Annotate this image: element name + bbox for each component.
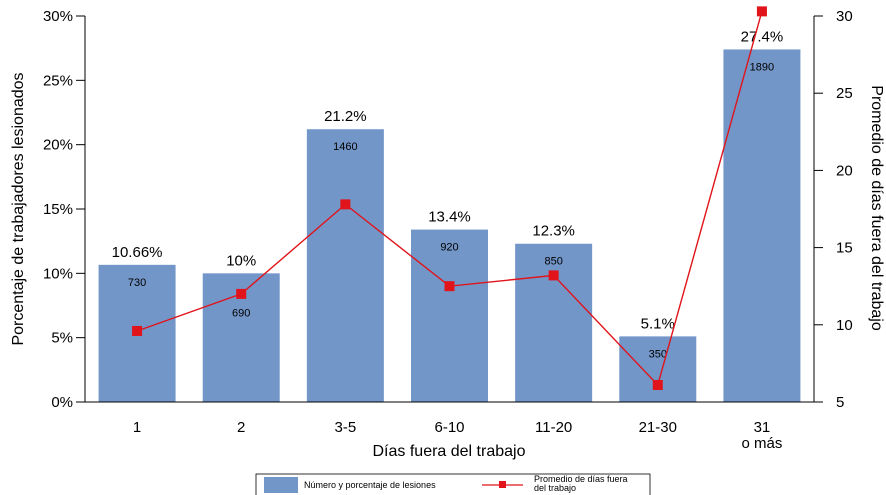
left-tick-label: 30% — [43, 8, 73, 25]
right-y-axis-title: Promedio de días fuera del trabajo — [868, 85, 885, 331]
bar-percent-label: 13.4% — [428, 209, 471, 226]
average-days-point-1 — [132, 325, 143, 336]
legend: Número y porcentaje de lesiones Promedio… — [255, 473, 651, 495]
legend-line-label-line1: Promedio de días fuera — [534, 474, 628, 484]
bar-count-label: 690 — [232, 307, 250, 319]
legend-box — [255, 473, 651, 495]
legend-bar-swatch — [264, 477, 298, 493]
right-tick-label: 25 — [836, 85, 853, 102]
left-y-axis-title: Porcentaje de trabajadores lesionados — [10, 72, 27, 345]
bar-percent-label: 10% — [226, 252, 256, 269]
legend-line-label-line2: del trabajo — [534, 483, 576, 493]
x-tick-label: 31 — [754, 419, 771, 436]
right-tick-label: 15 — [836, 240, 853, 257]
right-tick-label: 30 — [836, 8, 853, 25]
line-series-group — [132, 6, 767, 391]
bar-percent-label: 10.66% — [112, 244, 163, 261]
average-days-point-3-5 — [340, 199, 351, 210]
right-tick-label: 5 — [836, 394, 844, 411]
bar-3-5 — [306, 129, 384, 402]
x-tick-label: 1 — [133, 419, 141, 436]
bar-11-20 — [515, 243, 593, 402]
right-tick-label: 20 — [836, 162, 853, 179]
average-days-point-2 — [236, 288, 247, 299]
bar-percent-label: 12.3% — [532, 223, 575, 240]
x-tick-label: 11-20 — [535, 419, 572, 436]
x-tick-label: 3-5 — [335, 419, 357, 436]
bars-group: 10.66% 730 10% 690 21.2% 1460 13.4% 920 12.3% 850… — [98, 28, 801, 402]
bar-percent-label: 5.1% — [641, 315, 675, 332]
x-axis-title: Días fuera del trabajo — [373, 443, 526, 460]
left-tick-label: 15% — [43, 201, 73, 218]
legend-line-marker — [499, 481, 506, 488]
legend-bar-label: Número y porcentaje de lesiones — [304, 480, 436, 490]
bar-21-30 — [619, 336, 697, 402]
left-tick-label: 20% — [43, 137, 73, 154]
left-tick-label: 5% — [51, 330, 73, 347]
right-tick-label: 10 — [836, 317, 853, 334]
left-tick-label: 25% — [43, 72, 73, 89]
right-ticks-group: 5 10 15 20 25 30 — [814, 8, 853, 411]
x-tick-label: 2 — [237, 419, 245, 436]
average-days-point-31 — [756, 6, 767, 17]
average-days-point-11-20 — [548, 270, 559, 281]
bar-31 — [723, 49, 801, 402]
bar-count-label: 1890 — [750, 61, 774, 73]
left-tick-label: 0% — [51, 394, 73, 411]
bar-6-10 — [411, 229, 488, 402]
bar-count-label: 350 — [649, 348, 667, 360]
left-ticks-group: 0% 5% 10% 15% 20% 25% 30% — [43, 8, 85, 411]
left-tick-label: 10% — [43, 265, 73, 282]
x-ticks-group: 1 2 3-5 6-10 11-20 21-30 31o más — [133, 419, 782, 452]
x-tick-sublabel: o más — [741, 435, 782, 452]
bar-percent-label: 21.2% — [324, 108, 367, 125]
average-days-point-21-30 — [652, 380, 663, 391]
bar-count-label: 850 — [544, 256, 562, 268]
legend-line-label: Promedio de días fuera del trabajo — [534, 474, 630, 493]
x-tick-label: 21-30 — [639, 419, 677, 436]
bar-count-label: 730 — [128, 277, 146, 289]
bar-count-label: 1460 — [333, 141, 357, 153]
bar-percent-label: 27.4% — [741, 28, 784, 45]
bar-count-label: 920 — [440, 242, 458, 254]
average-days-point-6-10 — [444, 281, 455, 292]
x-tick-label: 6-10 — [434, 419, 464, 436]
